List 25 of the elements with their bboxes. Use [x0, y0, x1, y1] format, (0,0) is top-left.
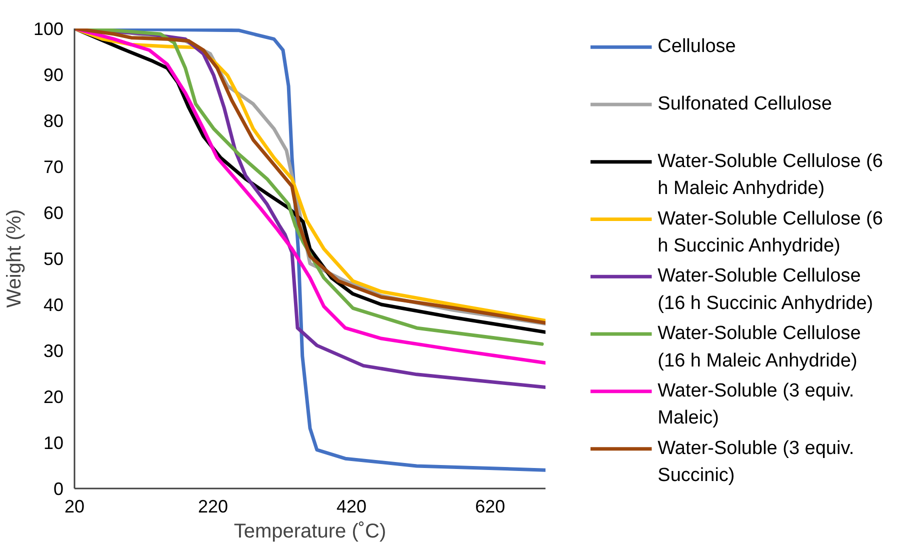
legend-label: Water-Soluble Cellulose (6 h Succinic Anhydride) [658, 208, 883, 257]
legend-label: Water-Soluble (3 equiv. Maleic) [658, 380, 854, 429]
y-tick-label: 20 [43, 387, 64, 407]
x-axis-title: Temperature (˚C) [234, 520, 386, 542]
x-tick-label: 20 [64, 496, 85, 516]
x-tick-label: 620 [475, 496, 506, 516]
y-tick-label: 30 [43, 341, 64, 361]
y-tick-label: 70 [43, 157, 64, 177]
y-axis-title: Weight (%) [3, 209, 26, 308]
y-tick-label: 90 [43, 65, 64, 85]
legend-label: Cellulose [658, 36, 736, 58]
y-tick-label: 80 [43, 111, 64, 131]
x-tick-label: 220 [198, 496, 228, 516]
y-tick-label: 50 [43, 249, 64, 269]
legend-label: Water-Soluble Cellulose (16 h Maleic Anhydride) [658, 323, 861, 372]
y-tick-label: 100 [33, 19, 64, 39]
y-tick-label: 10 [43, 433, 64, 453]
legend-label: Water-Soluble Cellulose (6 h Maleic Anhydride) [658, 150, 883, 200]
legend-label: Water-Soluble (3 equiv. Succinic) [658, 438, 854, 486]
y-tick-label: 40 [43, 295, 64, 315]
x-tick-label: 420 [336, 496, 367, 516]
legend-label: Water-Soluble Cellulose (16 h Succinic Anhydride) [658, 266, 874, 314]
legend-label: Sulfonated Cellulose [658, 93, 832, 114]
y-tick-label: 60 [43, 203, 64, 223]
y-tick-label: 0 [53, 479, 64, 499]
